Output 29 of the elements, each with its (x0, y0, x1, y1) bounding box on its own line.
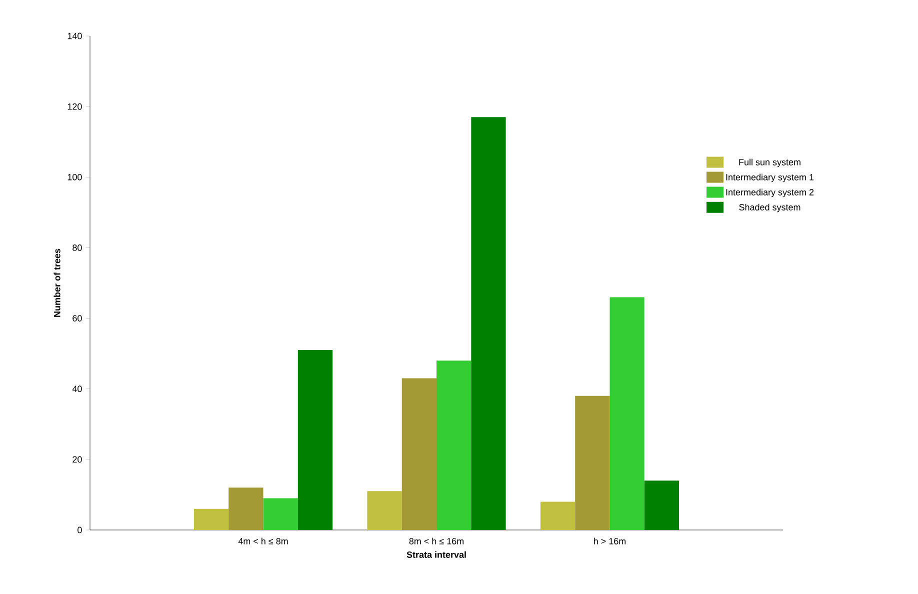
bar (228, 488, 264, 530)
y-tick-label: 80 (72, 244, 82, 251)
x-tick-label: h > 16m (594, 538, 626, 544)
y-tick-label: 100 (68, 174, 82, 180)
legend-label: Shaded system (739, 204, 800, 212)
legend-label: Intermediary system 1 (726, 174, 814, 182)
bar (471, 117, 506, 530)
bar (367, 491, 402, 530)
bar (436, 360, 472, 530)
y-tick-label: 120 (68, 103, 82, 110)
bar (644, 480, 680, 530)
bar (402, 378, 437, 530)
bar (263, 498, 298, 530)
y-tick-label: 140 (68, 32, 82, 40)
y-tick-label: 60 (72, 315, 82, 322)
legend-label: Intermediary system 2 (726, 188, 814, 198)
y-tick-label: 40 (72, 386, 82, 392)
bar (610, 297, 644, 530)
y-tick-label: 20 (72, 456, 82, 463)
legend-label: Full sun system (739, 158, 800, 168)
y-axis-title: Number of trees (54, 248, 60, 317)
bar (194, 508, 229, 530)
x-tick-label: 8m < h ≤ 16m (409, 538, 464, 544)
bar (540, 502, 576, 530)
bar (575, 396, 610, 530)
bar (298, 350, 333, 530)
x-axis-title: Strata interval (406, 551, 466, 558)
y-tick-label: 0 (78, 526, 82, 534)
x-tick-label: 4m < h ≤ 8m (238, 538, 288, 544)
